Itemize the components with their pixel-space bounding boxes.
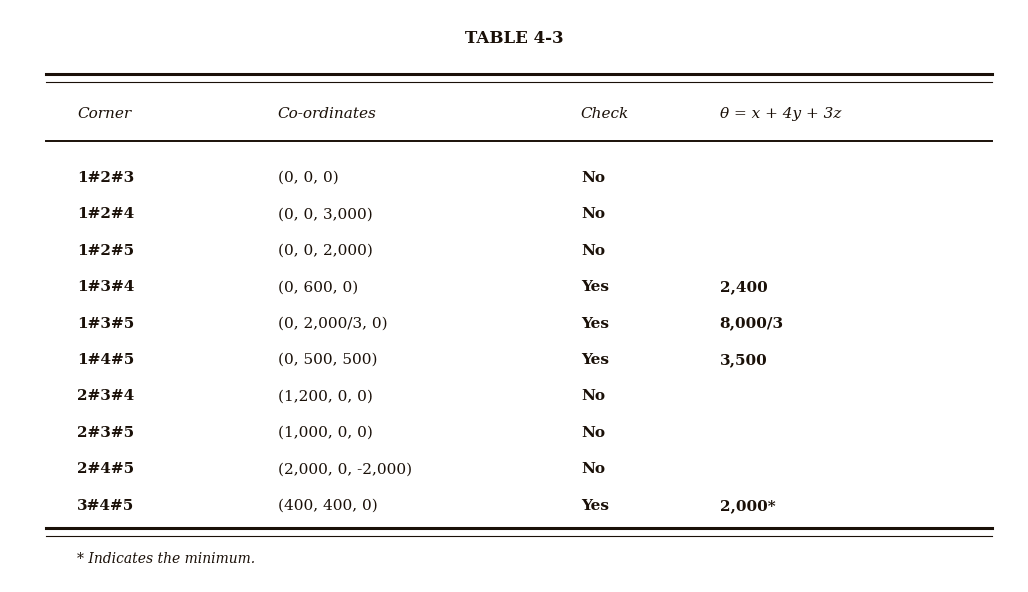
- Text: 2#4#5: 2#4#5: [77, 462, 135, 477]
- Text: 1#2#5: 1#2#5: [77, 244, 135, 258]
- Text: No: No: [581, 426, 604, 440]
- Text: 3,500: 3,500: [720, 353, 767, 367]
- Text: 1#2#3: 1#2#3: [77, 171, 135, 185]
- Text: 2,400: 2,400: [720, 280, 767, 294]
- Text: (1,000, 0, 0): (1,000, 0, 0): [278, 426, 372, 440]
- Text: Yes: Yes: [581, 280, 609, 294]
- Text: 2,000*: 2,000*: [720, 498, 775, 513]
- Text: (0, 0, 0): (0, 0, 0): [278, 171, 338, 185]
- Text: No: No: [581, 207, 604, 221]
- Text: TABLE 4-3: TABLE 4-3: [465, 30, 563, 47]
- Text: 8,000/3: 8,000/3: [720, 317, 783, 331]
- Text: No: No: [581, 390, 604, 404]
- Text: 1#3#5: 1#3#5: [77, 317, 135, 331]
- Text: 2#3#4: 2#3#4: [77, 390, 135, 404]
- Text: (0, 0, 2,000): (0, 0, 2,000): [278, 244, 372, 258]
- Text: (0, 500, 500): (0, 500, 500): [278, 353, 377, 367]
- Text: θ = x + 4y + 3z: θ = x + 4y + 3z: [720, 107, 841, 121]
- Text: (0, 2,000/3, 0): (0, 2,000/3, 0): [278, 317, 388, 331]
- Text: (2,000, 0, -2,000): (2,000, 0, -2,000): [278, 462, 411, 477]
- Text: Check: Check: [581, 107, 629, 121]
- Text: No: No: [581, 244, 604, 258]
- Text: Yes: Yes: [581, 317, 609, 331]
- Text: (1,200, 0, 0): (1,200, 0, 0): [278, 390, 372, 404]
- Text: (0, 600, 0): (0, 600, 0): [278, 280, 358, 294]
- Text: Yes: Yes: [581, 353, 609, 367]
- Text: No: No: [581, 462, 604, 477]
- Text: * Indicates the minimum.: * Indicates the minimum.: [77, 552, 255, 567]
- Text: Yes: Yes: [581, 498, 609, 513]
- Text: 3#4#5: 3#4#5: [77, 498, 135, 513]
- Text: 1#4#5: 1#4#5: [77, 353, 135, 367]
- Text: 2#3#5: 2#3#5: [77, 426, 135, 440]
- Text: Co-ordinates: Co-ordinates: [278, 107, 376, 121]
- Text: (0, 0, 3,000): (0, 0, 3,000): [278, 207, 372, 221]
- Text: No: No: [581, 171, 604, 185]
- Text: Corner: Corner: [77, 107, 132, 121]
- Text: 1#2#4: 1#2#4: [77, 207, 135, 221]
- Text: 1#3#4: 1#3#4: [77, 280, 135, 294]
- Text: (400, 400, 0): (400, 400, 0): [278, 498, 377, 513]
